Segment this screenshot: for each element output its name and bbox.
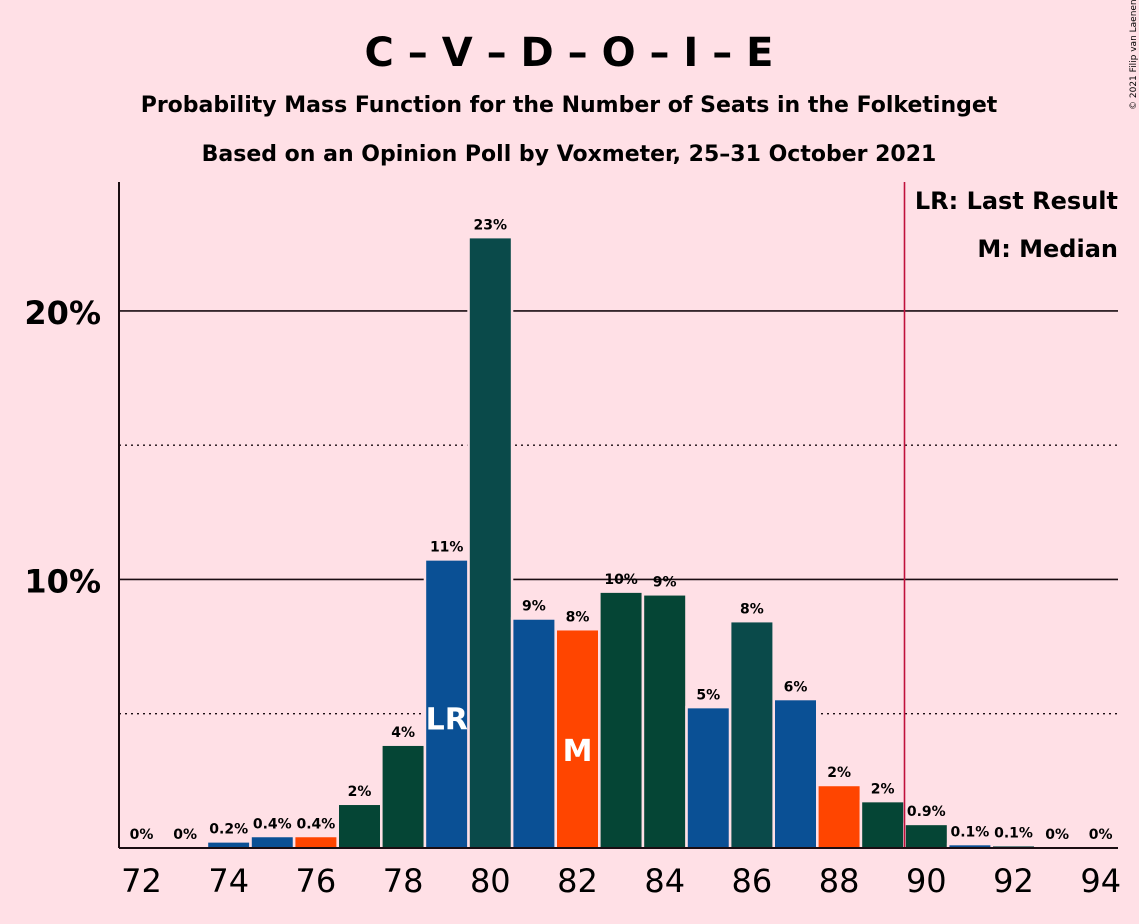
bar-fill bbox=[862, 802, 904, 848]
bar-fill bbox=[295, 837, 337, 848]
bar-label-87: 6% bbox=[784, 679, 808, 695]
bar-label-89: 2% bbox=[871, 781, 895, 797]
bar-label-80: 23% bbox=[474, 217, 508, 233]
bar-76 bbox=[292, 834, 339, 848]
x-tick-82: 82 bbox=[557, 862, 598, 900]
legend-last-result: LR: Last Result bbox=[915, 187, 1118, 215]
bar-fill bbox=[426, 560, 468, 848]
bar-label-78: 4% bbox=[391, 725, 415, 741]
y-tick-10: 10% bbox=[24, 562, 101, 600]
bar-fill bbox=[600, 592, 642, 848]
bar-fill bbox=[208, 842, 250, 848]
x-tick-88: 88 bbox=[819, 862, 860, 900]
copyright-note: © 2021 Filip van Laenen bbox=[1129, 0, 1139, 110]
bar-label-90: 0.9% bbox=[907, 804, 946, 820]
bar-79 bbox=[423, 558, 470, 848]
x-axis-ticks: 72 74 76 78 80 82 84 86 88 90 92 94 bbox=[121, 862, 1121, 900]
x-tick-78: 78 bbox=[383, 862, 424, 900]
bar-85 bbox=[685, 705, 732, 848]
y-axis-ticks: 10% 20% bbox=[24, 294, 101, 601]
bar-fill bbox=[469, 238, 511, 849]
bar-label-84: 9% bbox=[653, 575, 677, 591]
bar-91 bbox=[946, 842, 993, 848]
bar-label-94: 0% bbox=[1089, 827, 1113, 843]
bar-fill bbox=[731, 622, 773, 848]
chart-title: C – V – D – O – I – E bbox=[365, 30, 774, 76]
bar-78 bbox=[380, 743, 427, 848]
bar-88 bbox=[816, 783, 863, 848]
chart-subtitle-2: Based on an Opinion Poll by Voxmeter, 25… bbox=[202, 142, 937, 167]
bar-label-91: 0.1% bbox=[950, 824, 989, 840]
last-result-marker: LR bbox=[426, 703, 468, 738]
x-tick-74: 74 bbox=[208, 862, 249, 900]
x-tick-80: 80 bbox=[470, 862, 511, 900]
bar-fill bbox=[949, 845, 991, 848]
bar-outline bbox=[990, 843, 1037, 848]
bar-83 bbox=[598, 590, 645, 848]
x-tick-84: 84 bbox=[644, 862, 685, 900]
bar-fill bbox=[251, 837, 293, 848]
bar-fill bbox=[382, 745, 424, 848]
bar-label-75: 0.4% bbox=[253, 816, 292, 832]
bar-label-76: 0.4% bbox=[296, 816, 335, 832]
bar-84 bbox=[641, 593, 688, 848]
bar-label-72: 0% bbox=[130, 827, 154, 843]
bar-80 bbox=[467, 235, 514, 849]
x-tick-86: 86 bbox=[732, 862, 773, 900]
bar-77 bbox=[336, 802, 383, 848]
bar-fill bbox=[687, 708, 729, 848]
bar-label-88: 2% bbox=[827, 765, 851, 781]
axes bbox=[118, 182, 1118, 849]
bar-82 bbox=[554, 627, 601, 848]
bar-89 bbox=[859, 799, 906, 848]
y-tick-20: 20% bbox=[24, 294, 101, 332]
bar-fill bbox=[775, 700, 816, 848]
bar-fill bbox=[905, 825, 947, 848]
median-marker: M bbox=[563, 734, 593, 769]
bar-fill bbox=[339, 805, 380, 848]
bar-label-92: 0.1% bbox=[994, 825, 1033, 841]
bars bbox=[205, 235, 1037, 849]
bar-fill bbox=[557, 630, 598, 848]
chart-subtitle-1: Probability Mass Function for the Number… bbox=[141, 93, 998, 118]
x-tick-72: 72 bbox=[121, 862, 162, 900]
bar-labels: 0% 0% 0.2% 0.4% 0.4% 2% 4% 11% 23% 9% 8% 10% 9% 5% 8% 6… bbox=[130, 217, 1113, 843]
bar-label-74: 0.2% bbox=[209, 822, 248, 838]
bar-fill bbox=[513, 619, 555, 848]
bar-75 bbox=[249, 834, 296, 848]
bar-label-73: 0% bbox=[173, 827, 197, 843]
bar-fill bbox=[818, 786, 860, 848]
bar-label-77: 2% bbox=[348, 784, 372, 800]
bar-label-81: 9% bbox=[522, 599, 546, 615]
x-tick-92: 92 bbox=[993, 862, 1034, 900]
bar-label-86: 8% bbox=[740, 601, 764, 617]
bar-markers: LR M bbox=[426, 703, 593, 769]
bar-label-79: 11% bbox=[430, 540, 464, 556]
bar-fill bbox=[644, 595, 686, 848]
legend-median: M: Median bbox=[977, 235, 1118, 263]
bar-74 bbox=[205, 840, 252, 848]
bar-label-82: 8% bbox=[566, 609, 590, 625]
x-tick-76: 76 bbox=[296, 862, 337, 900]
bar-label-93: 0% bbox=[1045, 827, 1069, 843]
bar-86 bbox=[728, 619, 775, 848]
bar-81 bbox=[510, 617, 557, 848]
bar-label-83: 10% bbox=[604, 572, 638, 588]
bar-label-85: 5% bbox=[696, 687, 720, 703]
x-tick-94: 94 bbox=[1080, 862, 1121, 900]
bar-87 bbox=[772, 697, 819, 848]
bar-90 bbox=[903, 822, 950, 848]
x-tick-90: 90 bbox=[906, 862, 947, 900]
